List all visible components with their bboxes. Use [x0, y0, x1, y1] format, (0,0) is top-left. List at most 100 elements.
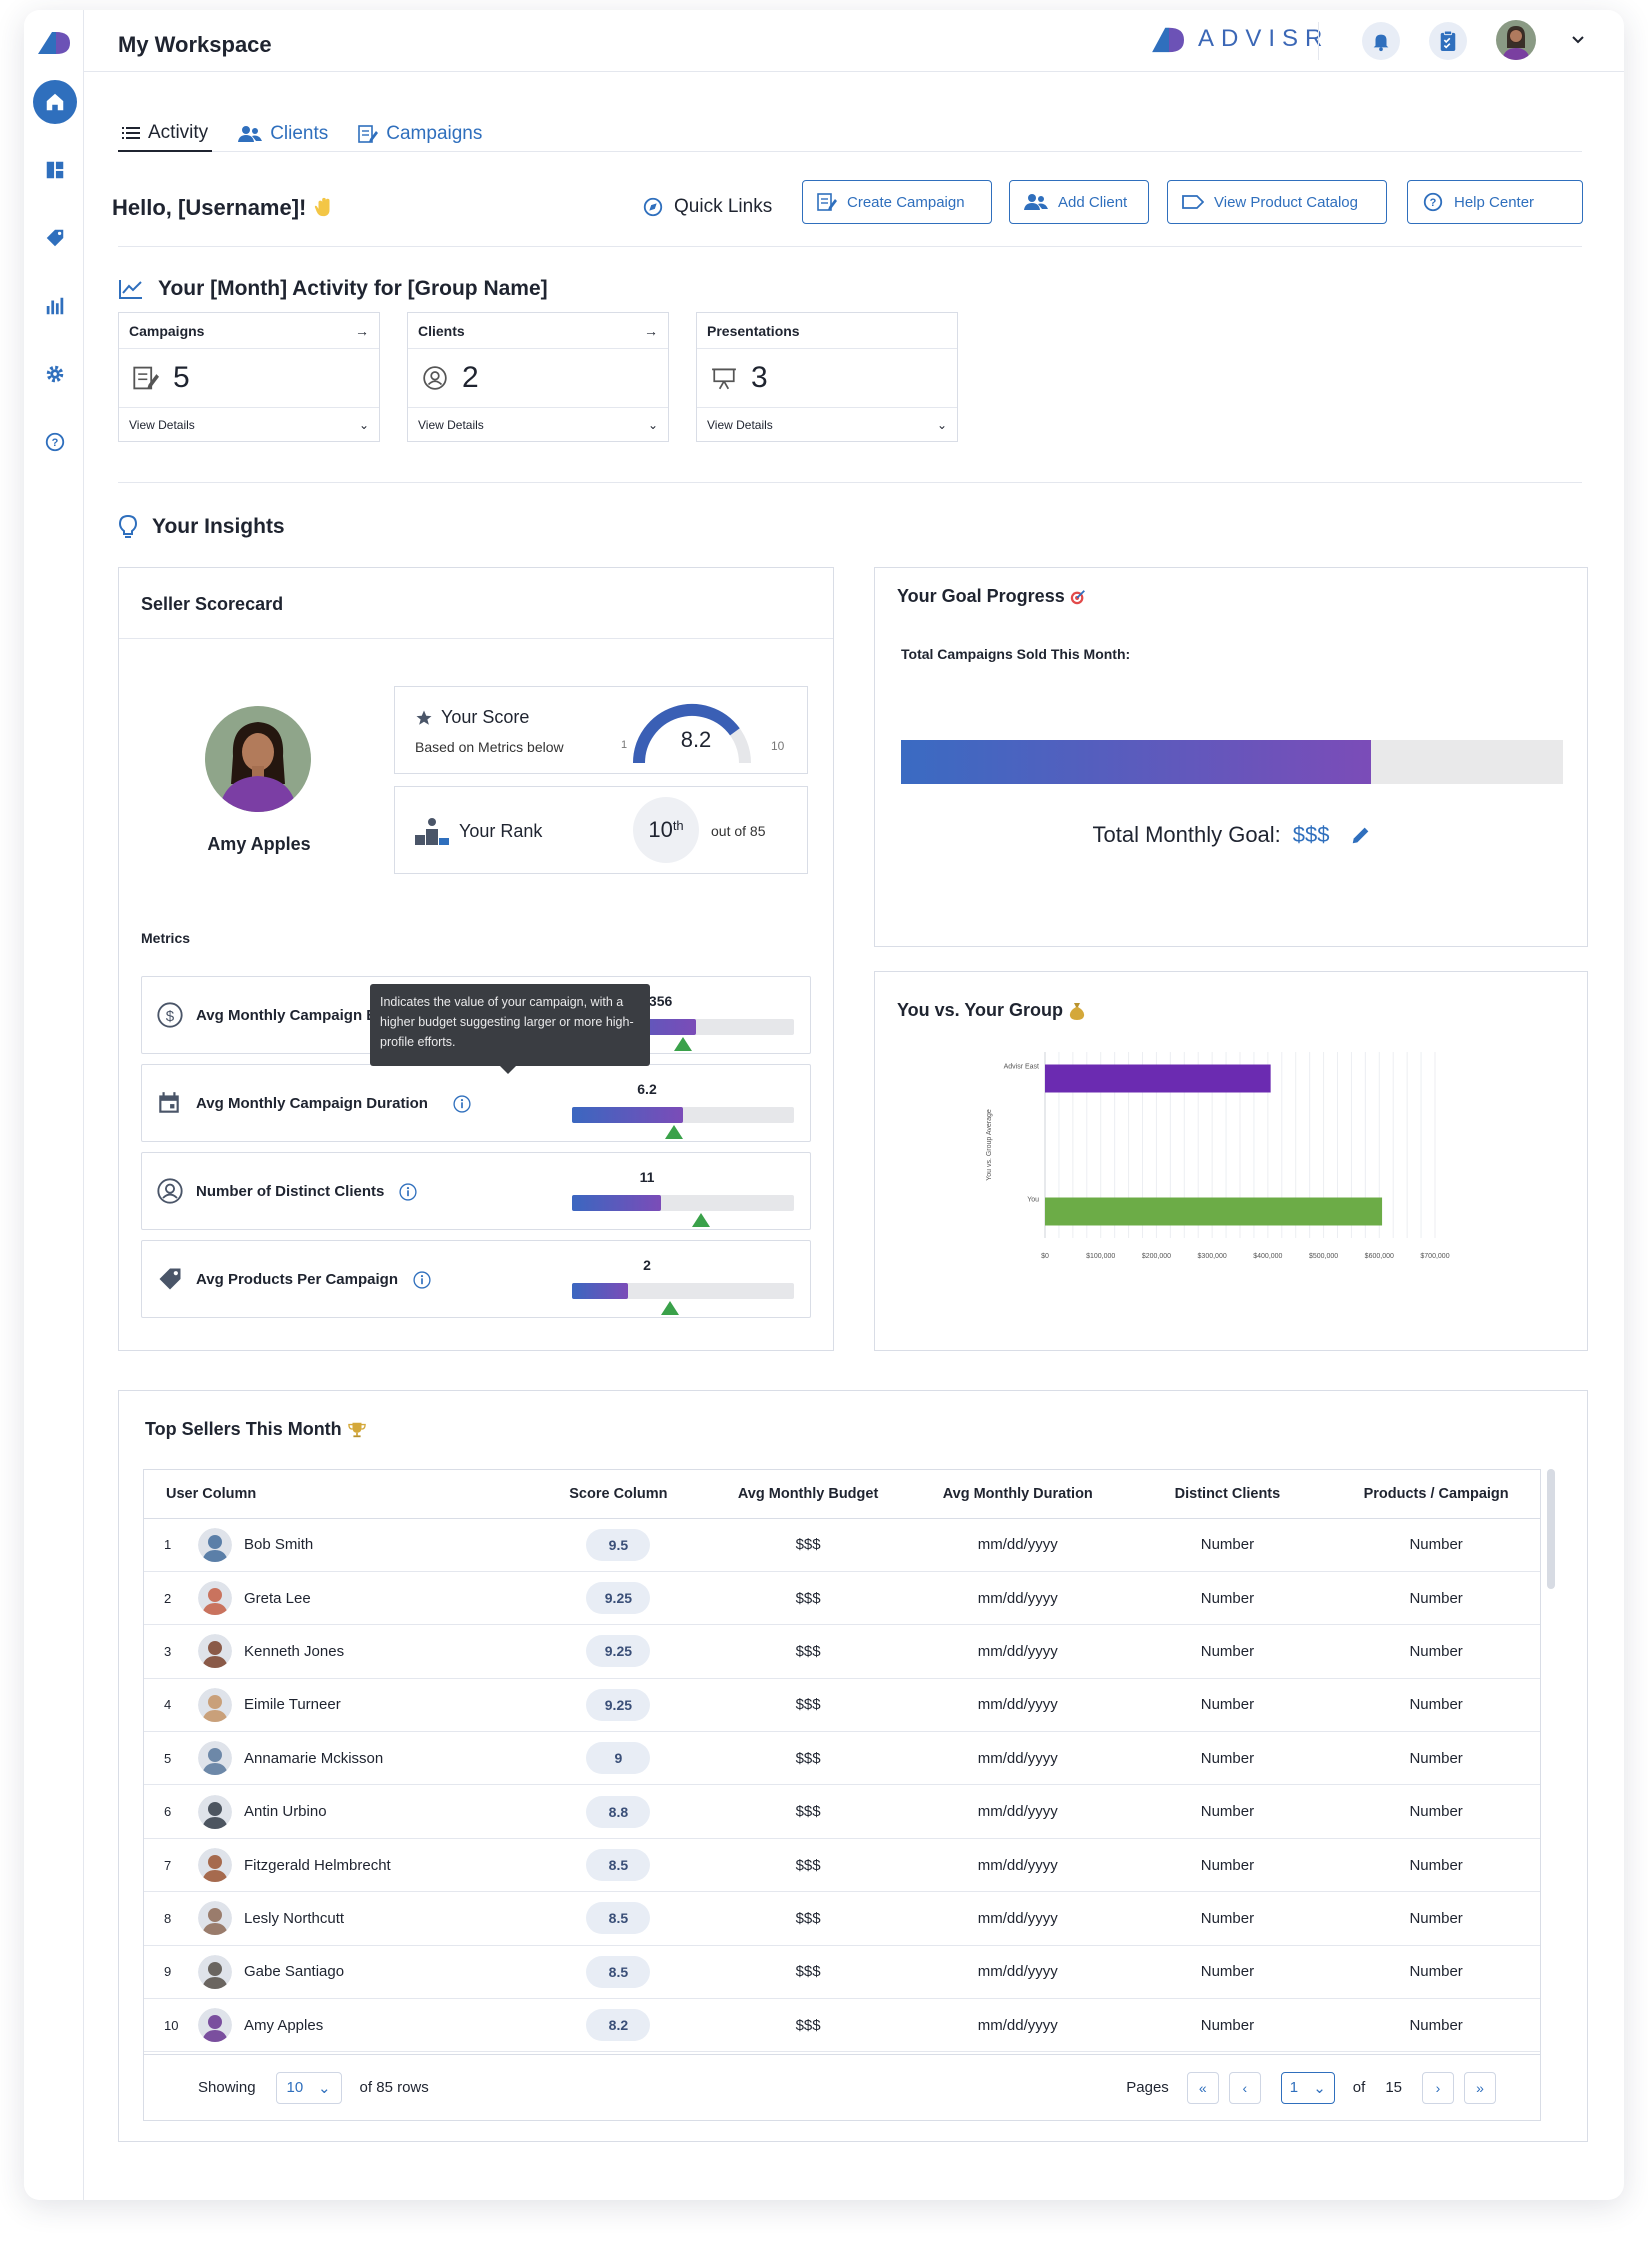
- table-row[interactable]: 5 Annamarie Mckisson 9 $$$ mm/dd/yyyy Nu…: [144, 1731, 1540, 1786]
- row-rank: 10: [164, 2017, 179, 2033]
- user-name: Lesly Northcutt: [244, 1909, 345, 1927]
- view-details-toggle[interactable]: View Details ⌄: [119, 407, 379, 441]
- products-cell: Number: [1332, 1571, 1540, 1626]
- info-icon[interactable]: [398, 1182, 418, 1207]
- budget-cell: $$$: [703, 1624, 913, 1679]
- view-details-toggle[interactable]: View Details ⌄: [408, 407, 668, 441]
- row-rank: 6: [164, 1804, 172, 1820]
- column-header[interactable]: Avg Monthly Duration: [912, 1470, 1123, 1519]
- column-header[interactable]: Avg Monthly Budget: [703, 1470, 913, 1519]
- table-row[interactable]: 8 Lesly Northcutt 8.5 $$$ mm/dd/yyyy Num…: [144, 1891, 1540, 1946]
- user-circle-icon: [157, 1178, 183, 1204]
- rank-label: Your Rank: [459, 821, 543, 841]
- user-cell: 9 Gabe Santiago: [144, 1945, 534, 2000]
- info-icon[interactable]: [452, 1094, 472, 1119]
- table-row[interactable]: 1 Bob Smith 9.5 $$$ mm/dd/yyyy Number Nu…: [144, 1518, 1540, 1572]
- score-pill: 8.5: [586, 1902, 651, 1935]
- goal-label: Total Monthly Goal:: [1092, 822, 1281, 847]
- users-icon: [238, 126, 263, 142]
- column-header[interactable]: Products / Campaign: [1332, 1470, 1540, 1519]
- tab-activity[interactable]: Activity: [118, 116, 213, 152]
- table-row[interactable]: 6 Antin Urbino 8.8 $$$ mm/dd/yyyy Number…: [144, 1784, 1540, 1839]
- rows-per-page-value: 10: [286, 2079, 304, 2096]
- advisr-logo-icon[interactable]: [34, 22, 74, 62]
- sidebar-item-reports[interactable]: [33, 284, 77, 328]
- table-row[interactable]: 4 Eimile Turneer 9.25 $$$ mm/dd/yyyy Num…: [144, 1678, 1540, 1733]
- metric-group-marker: [665, 1125, 683, 1139]
- sidebar-item-dashboard[interactable]: [33, 148, 77, 192]
- chevron-down-icon: ⌄: [936, 417, 947, 432]
- last-page-button[interactable]: »: [1464, 2071, 1496, 2104]
- score-pill: 9.25: [586, 1635, 651, 1668]
- stat-card-label: Clients: [418, 322, 465, 339]
- chevron-down-icon: ⌄: [317, 2079, 331, 2097]
- chart-tick-label: $700,000: [1420, 1253, 1449, 1260]
- column-header[interactable]: User Column: [144, 1470, 534, 1519]
- view-product-catalog-button[interactable]: View Product Catalog: [1167, 180, 1387, 224]
- first-page-button[interactable]: «: [1186, 2071, 1219, 2104]
- arrow-right-icon[interactable]: →: [644, 322, 658, 339]
- rows-per-page-select[interactable]: 10 ⌄: [275, 2071, 342, 2104]
- tag-icon: [46, 229, 64, 247]
- column-header[interactable]: Score Column: [533, 1470, 704, 1519]
- score-label: Your Score: [415, 707, 529, 728]
- page-select[interactable]: 1 ⌄: [1280, 2071, 1335, 2104]
- user-avatar[interactable]: [1496, 20, 1536, 60]
- create-campaign-button[interactable]: Create Campaign: [802, 180, 992, 224]
- sidebar-item-home[interactable]: [33, 80, 77, 124]
- pencil-icon[interactable]: [1350, 824, 1372, 846]
- view-details-toggle[interactable]: View Details ⌄: [697, 407, 957, 441]
- score-cell: 9.25: [533, 1624, 704, 1679]
- row-rank: 7: [164, 1857, 172, 1873]
- score-gauge-fill: [632, 703, 740, 764]
- score-cell: 9.5: [533, 1518, 704, 1572]
- table-row[interactable]: 2 Greta Lee 9.25 $$$ mm/dd/yyyy Number N…: [144, 1571, 1540, 1626]
- table-scrollbar[interactable]: [1547, 1469, 1555, 1589]
- svg-text:$: $: [166, 1008, 175, 1025]
- svg-text:?: ?: [1430, 197, 1437, 209]
- sidebar-item-products[interactable]: [33, 216, 77, 260]
- chevron-down-icon[interactable]: [1570, 32, 1586, 48]
- stat-card-value: 5: [173, 361, 190, 394]
- quick-links-label: Quick Links: [642, 196, 772, 218]
- trend-chart-icon: [119, 280, 142, 299]
- tab-campaigns[interactable]: Campaigns: [354, 116, 486, 152]
- stat-card-label: Presentations: [707, 322, 800, 339]
- user-name: Kenneth Jones: [244, 1642, 345, 1660]
- table-row[interactable]: 10 Amy Apples 8.2 $$$ mm/dd/yyyy Number …: [144, 1998, 1540, 2053]
- chevron-down-icon: ⌄: [647, 417, 658, 432]
- sidebar-item-help[interactable]: ?: [33, 420, 77, 464]
- goal-progress-panel: Your Goal Progress Total Campaigns Sold …: [874, 567, 1588, 947]
- table-row[interactable]: 9 Gabe Santiago 8.5 $$$ mm/dd/yyyy Numbe…: [144, 1945, 1540, 2000]
- table-row[interactable]: 3 Kenneth Jones 9.25 $$$ mm/dd/yyyy Numb…: [144, 1624, 1540, 1679]
- add-client-button[interactable]: Add Client: [1009, 180, 1149, 224]
- table-row[interactable]: 7 Fitzgerald Helmbrecht 8.5 $$$ mm/dd/yy…: [144, 1838, 1540, 1893]
- help-center-button[interactable]: ? Help Center: [1407, 180, 1583, 224]
- column-header[interactable]: Distinct Clients: [1122, 1470, 1333, 1519]
- metric-group-marker: [692, 1213, 710, 1227]
- list-icon: [122, 127, 140, 139]
- tasks-button[interactable]: [1429, 22, 1467, 60]
- user-cell: 4 Eimile Turneer: [144, 1678, 534, 1733]
- calendar-icon: [159, 1092, 179, 1113]
- score-cell: 8.8: [533, 1784, 704, 1839]
- notifications-button[interactable]: [1362, 22, 1400, 60]
- prev-page-button[interactable]: ‹: [1228, 2071, 1261, 2104]
- sidebar-item-settings[interactable]: [33, 352, 77, 396]
- total-pages: 15: [1385, 2079, 1402, 2096]
- arrow-right-icon[interactable]: →: [355, 322, 369, 339]
- products-cell: Number: [1332, 1945, 1540, 2000]
- dashboard-icon: [46, 161, 64, 179]
- products-cell: Number: [1332, 1678, 1540, 1733]
- goal-summary: Total Monthly Goal: $$$: [875, 822, 1589, 848]
- stat-card-campaigns: Campaigns → 5 View Details ⌄: [118, 312, 380, 442]
- table-footer: Showing 10 ⌄ of 85 rows Pages « ‹ 1 ⌄ of 1…: [144, 2054, 1540, 2120]
- tab-clients[interactable]: Clients: [234, 116, 332, 152]
- bell-icon: [1373, 34, 1389, 52]
- user-avatar: [198, 1581, 232, 1616]
- next-page-button[interactable]: ›: [1422, 2071, 1454, 2104]
- info-icon[interactable]: [412, 1270, 432, 1295]
- top-sellers-title-text: Top Sellers This Month: [145, 1419, 342, 1439]
